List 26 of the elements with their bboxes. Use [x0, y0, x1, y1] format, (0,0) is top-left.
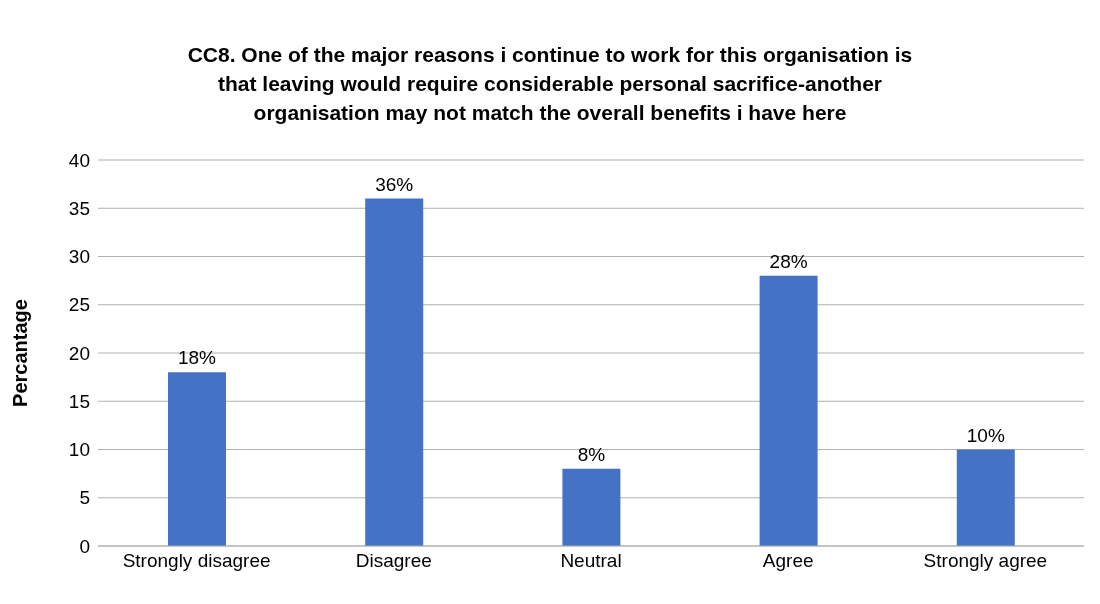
y-tick-label: 20 — [68, 342, 90, 364]
data-label: 18% — [177, 347, 217, 369]
data-label: 28% — [769, 250, 808, 272]
y-tick-label: 25 — [68, 294, 90, 316]
y-tick-label: 40 — [68, 149, 90, 171]
y-tick-label: 10 — [68, 439, 90, 461]
y-tick-label: 0 — [79, 535, 90, 557]
x-tick-label: Strongly disagree — [122, 550, 271, 572]
x-tick-label: Strongly agree — [923, 550, 1048, 572]
x-tick-label: Neutral — [560, 550, 622, 572]
x-tick-label: Disagree — [355, 550, 432, 572]
bar — [168, 372, 226, 546]
data-label: 8% — [577, 443, 606, 465]
y-tick-label: 5 — [79, 487, 90, 509]
bar — [562, 468, 621, 546]
bar — [365, 198, 424, 546]
chart-title: CC8. One of the major reasons i continue to work for this organisation is that leaving would require considerable personal sacrifice-another organisation may not match the overall benefits i have here — [186, 42, 914, 126]
y-tick-label: 15 — [68, 390, 90, 412]
y-tick-label: 35 — [68, 197, 90, 219]
data-label: 10% — [966, 424, 1005, 446]
data-label: 36% — [375, 173, 414, 195]
bar — [759, 275, 818, 546]
bar — [956, 449, 1015, 546]
y-tick-label: 30 — [68, 246, 90, 268]
x-tick-label: Agree — [762, 550, 814, 572]
y-axis-title: Percantage — [9, 299, 32, 407]
